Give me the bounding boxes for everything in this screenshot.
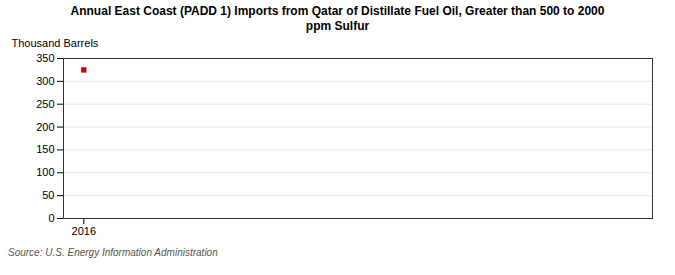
- svg-text:350: 350: [36, 52, 54, 64]
- html-text:Annual East Coast (PADD 1) Imp: Annual East Coast (PADD 1) Imports from …: [70, 4, 605, 33]
- svg-text:50: 50: [42, 189, 54, 201]
- svg-text:2016: 2016: [72, 225, 96, 237]
- svg-text:200: 200: [36, 121, 54, 133]
- svg-text:250: 250: [36, 98, 54, 110]
- svg-text:Thousand Barrels: Thousand Barrels: [12, 37, 99, 49]
- svg-text:100: 100: [36, 166, 54, 178]
- html-text:Source: U.S. Energy Informatio: Source: U.S. Energy Information Administ…: [8, 247, 218, 258]
- svg-text:0: 0: [48, 212, 54, 224]
- svg-text:150: 150: [36, 143, 54, 155]
- svg-text:300: 300: [36, 75, 54, 87]
